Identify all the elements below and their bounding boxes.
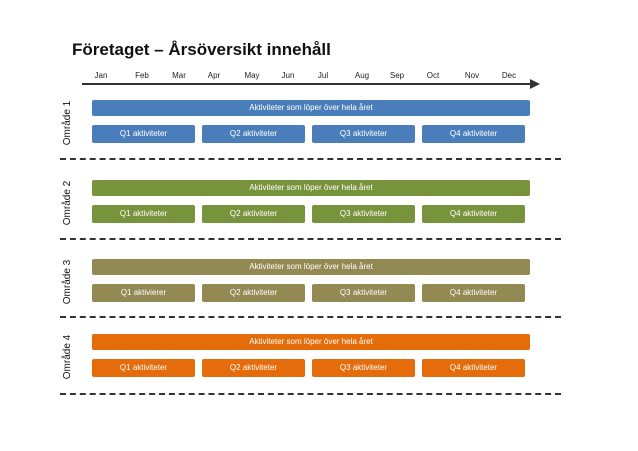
area-divider [60, 316, 561, 318]
quarter-activities-bar-q2: Q2 aktiviteter [202, 125, 305, 143]
month-label: Dec [489, 71, 529, 80]
quarter-activities-bar-q3: Q3 aktiviteter [312, 359, 415, 377]
quarter-activities-bar-q1: Q1 aktiviteter [92, 125, 195, 143]
month-label: Feb [122, 71, 162, 80]
quarter-activities-bar-q2: Q2 aktiviteter [202, 284, 305, 302]
quarter-activities-bar-q4: Q4 aktiviteter [422, 359, 525, 377]
month-label: Aug [342, 71, 382, 80]
area-divider [60, 238, 561, 240]
quarter-activities-bar-q2: Q2 aktiviteter [202, 205, 305, 223]
full-year-activities-bar: Aktiviteter som löper över hela året [92, 180, 530, 196]
full-year-activities-bar: Aktiviteter som löper över hela året [92, 334, 530, 350]
month-label: Nov [452, 71, 492, 80]
quarter-activities-bar-q4: Q4 aktiviteter [422, 205, 525, 223]
full-year-activities-bar: Aktiviteter som löper över hela året [92, 259, 530, 275]
area-label: Område 4 [61, 317, 75, 397]
quarter-activities-bar-q4: Q4 aktiviteter [422, 284, 525, 302]
month-label: Oct [413, 71, 453, 80]
quarter-activities-bar-q4: Q4 aktiviteter [422, 125, 525, 143]
quarter-activities-bar-q2: Q2 aktiviteter [202, 359, 305, 377]
quarter-activities-bar-q3: Q3 aktiviteter [312, 284, 415, 302]
month-label: Jul [303, 71, 343, 80]
timeline-axis [82, 83, 532, 85]
month-label: Jan [81, 71, 121, 80]
month-label: Jun [268, 71, 308, 80]
area-divider [60, 393, 561, 395]
page-title: Företaget – Årsöversikt innehåll [72, 40, 331, 60]
full-year-activities-bar: Aktiviteter som löper över hela året [92, 100, 530, 116]
area-label: Område 1 [61, 83, 75, 163]
area-label: Område 2 [61, 163, 75, 243]
timeline-arrow-icon [530, 79, 540, 89]
area-divider [60, 158, 561, 160]
area-label: Område 3 [61, 242, 75, 322]
quarter-activities-bar-q1: Q1 aktiviteter [92, 359, 195, 377]
quarter-activities-bar-q3: Q3 aktiviteter [312, 205, 415, 223]
quarter-activities-bar-q1: Q1 aktiviteter [92, 205, 195, 223]
month-label: May [232, 71, 272, 80]
month-label: Sep [377, 71, 417, 80]
month-label: Mar [159, 71, 199, 80]
month-label: Apr [194, 71, 234, 80]
quarter-activities-bar-q3: Q3 aktiviteter [312, 125, 415, 143]
quarter-activities-bar-q1: Q1 aktivierer [92, 284, 195, 302]
